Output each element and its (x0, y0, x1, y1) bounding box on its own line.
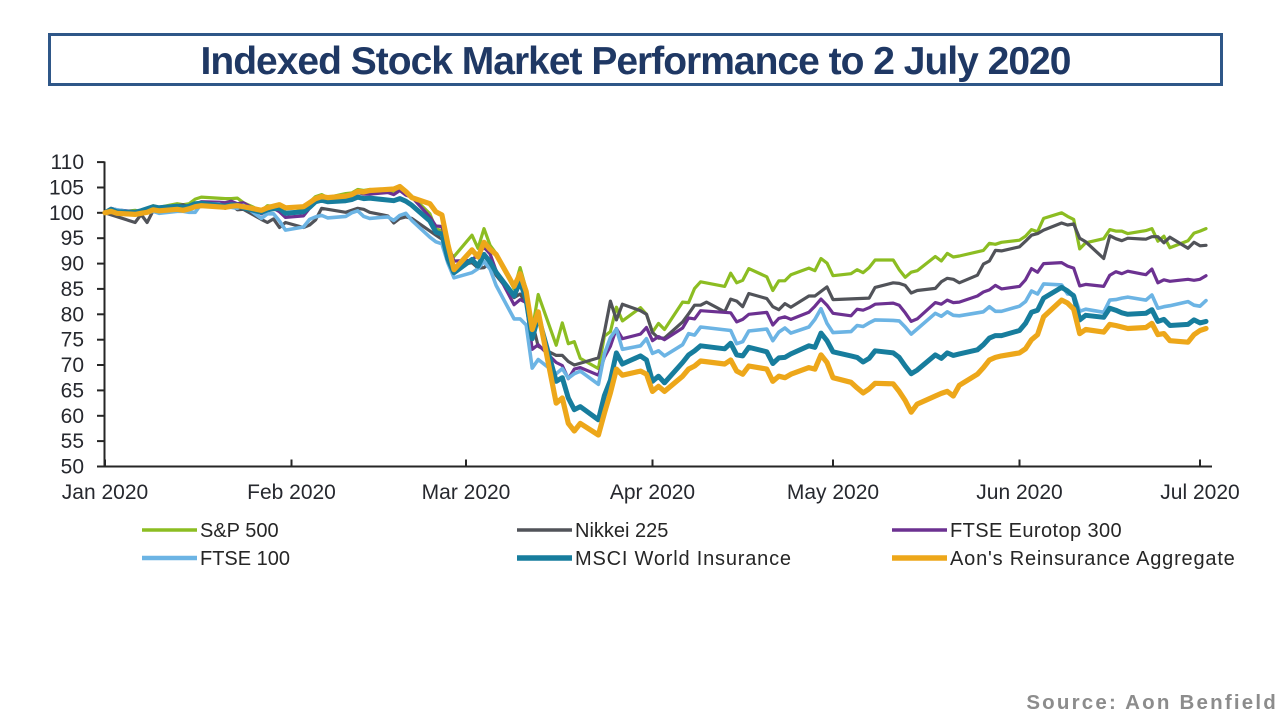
svg-text:Jan 2020: Jan 2020 (62, 481, 148, 504)
svg-text:Aon's Reinsurance Aggregate: Aon's Reinsurance Aggregate (950, 548, 1236, 570)
svg-text:110: 110 (51, 151, 84, 174)
svg-text:FTSE 100: FTSE 100 (200, 548, 290, 570)
svg-text:Jun 2020: Jun 2020 (976, 481, 1062, 504)
svg-text:75: 75 (61, 329, 84, 352)
svg-text:Nikkei 225: Nikkei 225 (575, 520, 668, 542)
svg-text:90: 90 (61, 253, 84, 276)
svg-text:70: 70 (61, 354, 84, 377)
svg-text:Apr 2020: Apr 2020 (610, 481, 695, 504)
svg-text:85: 85 (61, 278, 84, 301)
svg-text:Mar 2020: Mar 2020 (422, 481, 511, 504)
svg-text:S&P 500: S&P 500 (200, 520, 279, 542)
svg-text:Source: Aon Benfield: Source: Aon Benfield (1026, 691, 1278, 714)
svg-text:50: 50 (61, 456, 84, 479)
svg-text:MSCI World Insurance: MSCI World Insurance (575, 548, 792, 570)
svg-text:May 2020: May 2020 (787, 481, 879, 504)
svg-text:Feb 2020: Feb 2020 (247, 481, 336, 504)
svg-text:Jul 2020: Jul 2020 (1160, 481, 1239, 504)
svg-text:80: 80 (61, 303, 84, 326)
svg-text:65: 65 (61, 379, 84, 402)
svg-text:95: 95 (61, 227, 84, 250)
svg-text:FTSE Eurotop 300: FTSE Eurotop 300 (950, 520, 1122, 542)
svg-text:60: 60 (61, 405, 84, 428)
svg-text:55: 55 (61, 430, 84, 453)
svg-text:105: 105 (49, 177, 84, 200)
svg-text:100: 100 (49, 202, 84, 225)
